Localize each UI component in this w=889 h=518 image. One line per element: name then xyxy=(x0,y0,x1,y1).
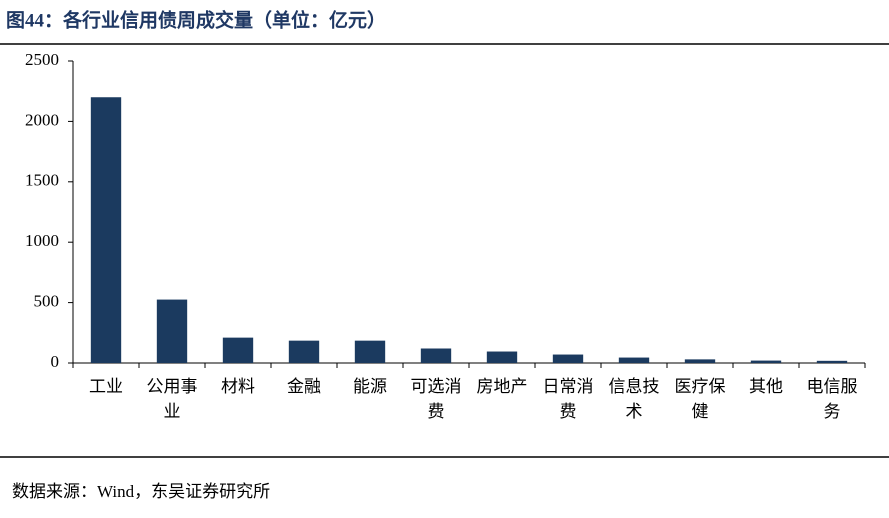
bar xyxy=(156,299,188,363)
x-tick-label: 信息技术 xyxy=(609,377,660,421)
bar xyxy=(420,348,452,363)
x-tick-label: 公用事业 xyxy=(147,377,198,421)
x-tick-label: 日常消费 xyxy=(543,377,594,421)
bar xyxy=(552,354,584,363)
bar xyxy=(486,351,518,363)
y-tick-label: 2000 xyxy=(25,110,59,129)
x-tick-label: 材料 xyxy=(221,377,255,396)
bar xyxy=(816,360,848,363)
x-tick-label: 房地产 xyxy=(477,377,528,396)
x-tick-label: 电信服务 xyxy=(807,377,858,421)
x-tick-label: 金融 xyxy=(287,377,321,396)
bar xyxy=(90,97,122,364)
bar xyxy=(288,340,320,363)
y-tick-label: 500 xyxy=(34,292,60,311)
x-tick-label: 能源 xyxy=(353,377,387,396)
y-tick-label: 0 xyxy=(51,352,60,371)
x-tick-label: 医疗保健 xyxy=(675,377,726,421)
x-tick-label: 其他 xyxy=(749,377,783,396)
x-tick-label: 可选消费 xyxy=(411,377,462,421)
bar xyxy=(618,357,650,363)
y-tick-label: 1000 xyxy=(25,231,59,250)
x-tick-label: 工业 xyxy=(89,377,123,396)
y-tick-label: 1500 xyxy=(25,171,59,190)
y-tick-label: 2500 xyxy=(25,50,59,69)
chart-title: 图44：各行业信用债周成交量（单位：亿元） xyxy=(6,8,386,31)
bar xyxy=(354,340,386,363)
bar xyxy=(684,359,716,363)
bar xyxy=(750,360,782,363)
source-note: 数据来源：Wind，东吴证券研究所 xyxy=(12,482,270,501)
bar xyxy=(222,337,254,363)
